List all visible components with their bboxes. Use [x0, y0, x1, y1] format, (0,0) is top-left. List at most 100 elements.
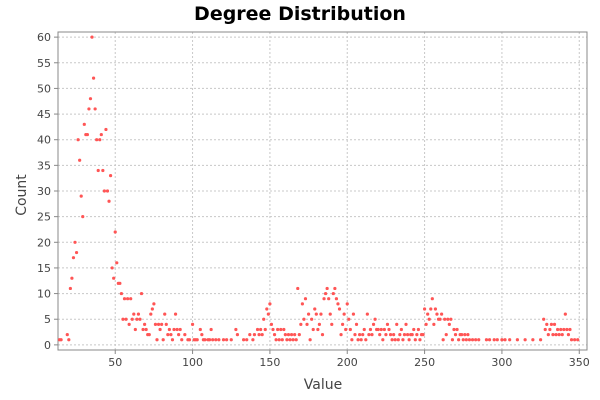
- data-points: [57, 35, 580, 342]
- data-point: [187, 338, 192, 342]
- data-point: [79, 194, 83, 198]
- data-point: [358, 333, 362, 337]
- data-point: [288, 338, 292, 342]
- data-point: [320, 333, 325, 337]
- data-point: [262, 317, 266, 321]
- data-point: [124, 317, 128, 321]
- grid: [58, 32, 587, 350]
- data-point: [286, 333, 291, 337]
- data-point: [266, 312, 270, 316]
- data-point: [190, 322, 195, 326]
- data-point: [353, 333, 357, 337]
- data-point: [173, 312, 178, 316]
- data-point: [313, 307, 317, 311]
- data-point: [310, 317, 314, 321]
- data-point: [305, 322, 309, 326]
- data-point: [71, 256, 76, 260]
- data-point: [156, 322, 161, 326]
- data-point: [477, 338, 481, 342]
- data-point: [259, 327, 263, 332]
- data-point: [132, 312, 136, 316]
- data-point: [153, 322, 158, 326]
- data-point: [416, 327, 421, 332]
- data-point: [401, 338, 405, 342]
- data-point: [438, 317, 442, 321]
- data-point: [101, 168, 105, 173]
- data-point: [361, 333, 365, 337]
- data-point: [359, 338, 363, 342]
- data-point: [113, 230, 117, 234]
- data-point: [102, 189, 107, 193]
- data-point: [285, 338, 289, 342]
- data-point: [405, 333, 410, 337]
- data-point: [348, 327, 352, 332]
- data-point: [466, 333, 470, 337]
- data-point: [341, 322, 345, 326]
- y-tick-label: 60: [37, 31, 51, 44]
- data-point: [427, 317, 431, 321]
- data-point: [96, 168, 100, 173]
- data-point: [135, 317, 139, 321]
- data-point: [354, 322, 359, 326]
- data-point: [150, 307, 154, 311]
- data-point: [152, 302, 156, 306]
- data-point: [221, 338, 226, 342]
- data-point: [421, 333, 425, 337]
- data-point: [432, 322, 436, 326]
- data-point: [76, 138, 80, 142]
- data-point: [554, 333, 558, 337]
- data-point: [276, 327, 280, 332]
- data-point: [413, 338, 417, 342]
- data-point: [149, 312, 153, 316]
- data-point: [211, 338, 215, 342]
- data-point: [447, 322, 451, 326]
- data-point: [402, 333, 407, 337]
- data-point: [373, 317, 377, 321]
- data-point: [274, 338, 278, 342]
- data-point: [339, 333, 343, 337]
- y-tick-label: 35: [37, 159, 51, 172]
- data-point: [209, 327, 213, 332]
- data-point: [543, 327, 547, 332]
- data-point: [573, 338, 577, 342]
- data-point: [255, 327, 260, 332]
- data-point: [251, 338, 255, 342]
- data-point: [503, 338, 507, 342]
- data-point: [370, 333, 374, 337]
- data-point: [280, 338, 284, 342]
- data-point: [139, 291, 144, 296]
- data-point: [393, 338, 397, 342]
- data-point: [177, 333, 181, 337]
- data-point: [161, 338, 165, 342]
- y-tick-label: 0: [44, 339, 51, 352]
- data-point: [548, 327, 552, 332]
- data-point: [73, 240, 77, 244]
- data-point: [418, 338, 422, 342]
- data-point: [327, 297, 331, 301]
- data-point: [460, 333, 464, 337]
- data-point: [130, 317, 134, 321]
- data-point: [172, 327, 176, 332]
- data-point: [474, 338, 478, 342]
- data-point: [362, 327, 366, 332]
- data-point: [407, 338, 411, 342]
- data-point: [178, 327, 182, 332]
- data-point: [166, 333, 170, 337]
- data-point: [538, 338, 543, 342]
- data-point: [198, 327, 202, 332]
- data-point: [136, 312, 141, 316]
- data-point: [107, 199, 111, 203]
- data-point: [560, 333, 564, 337]
- data-point: [143, 322, 147, 326]
- data-point: [556, 327, 560, 332]
- data-point: [396, 338, 400, 342]
- data-point: [127, 322, 131, 326]
- data-point: [110, 266, 114, 270]
- data-point: [342, 312, 346, 316]
- data-point: [542, 317, 546, 321]
- data-point: [392, 333, 396, 337]
- data-point: [457, 338, 461, 342]
- data-point: [294, 338, 298, 342]
- data-point: [155, 338, 159, 342]
- data-point: [90, 35, 94, 39]
